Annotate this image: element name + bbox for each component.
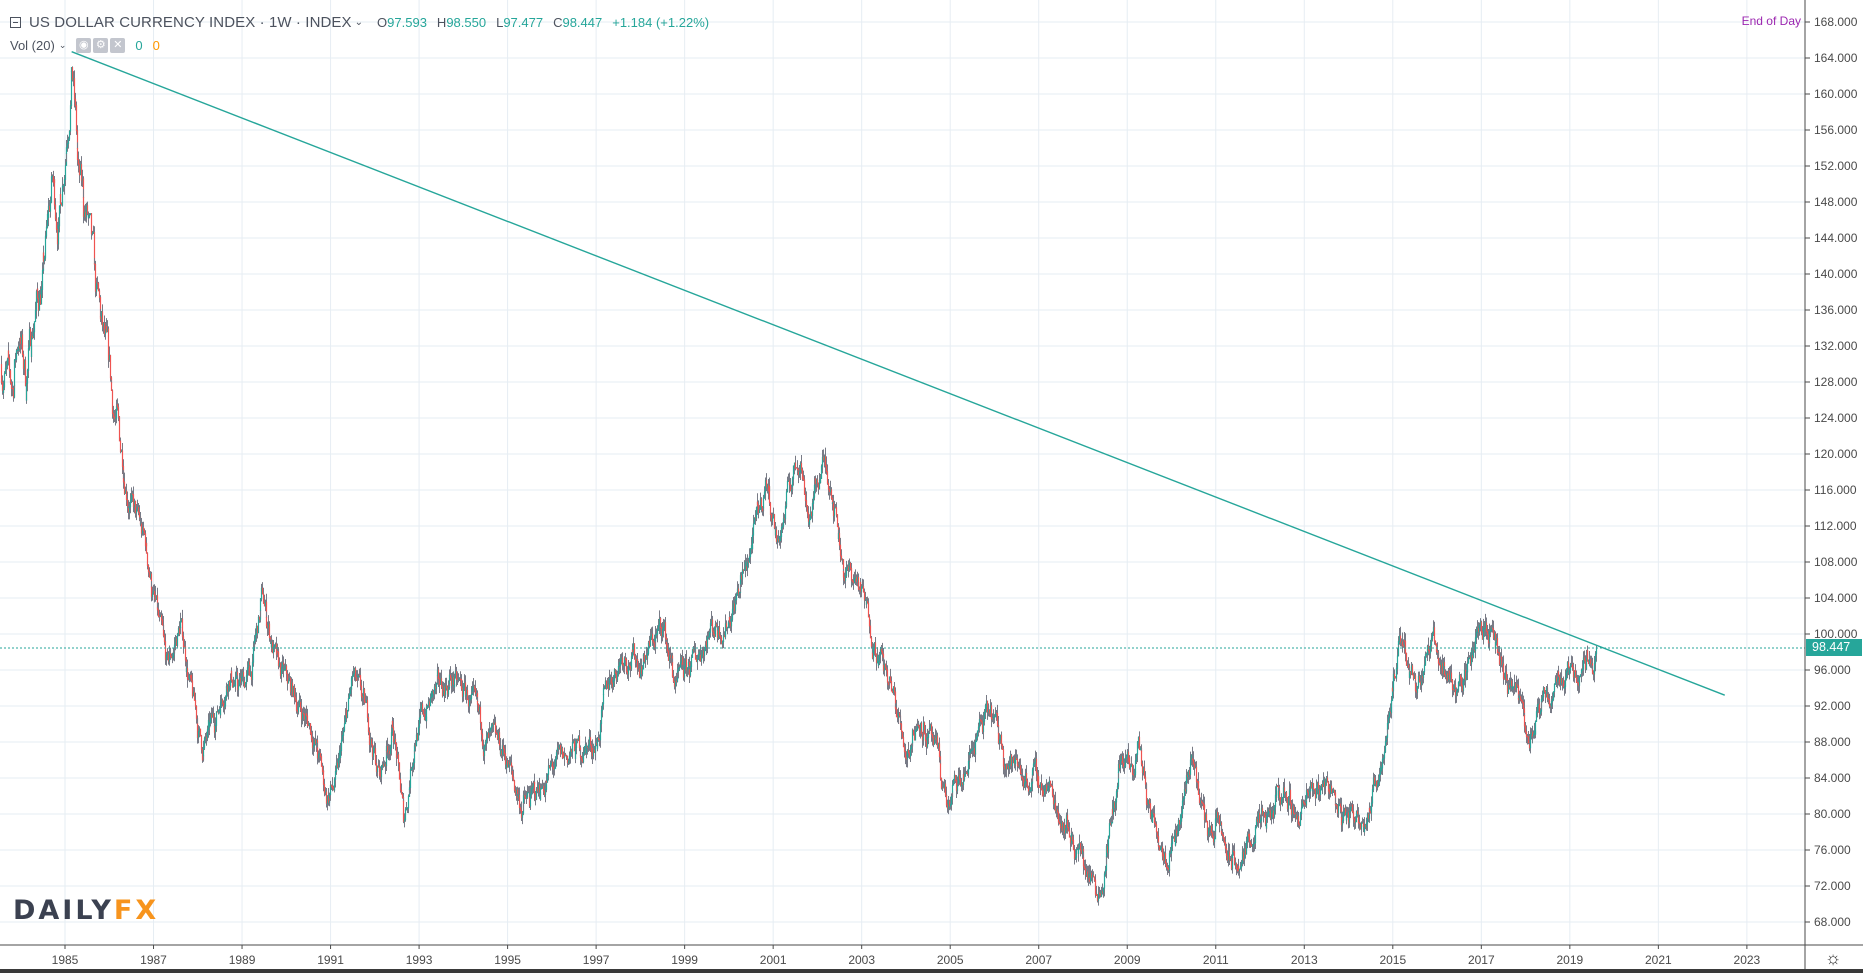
- price-tick-label: 132.000: [1814, 339, 1858, 353]
- symbol-title[interactable]: US DOLLAR CURRENCY INDEX · 1W · INDEX: [29, 13, 352, 31]
- price-tick-label: 68.000: [1814, 915, 1851, 929]
- time-tick-label: 2019: [1556, 953, 1583, 967]
- time-tick-label: 1997: [583, 953, 610, 967]
- price-tick-label: 120.000: [1814, 447, 1858, 461]
- price-tick-label: 112.000: [1814, 519, 1857, 533]
- gear-icon[interactable]: ⚙: [93, 38, 109, 53]
- trendline-drawing[interactable]: [71, 51, 1726, 696]
- time-tick-label: 2011: [1203, 953, 1229, 967]
- price-tick-label: 128.000: [1814, 375, 1858, 389]
- price-tick-label: 156.000: [1814, 123, 1858, 137]
- candlestick-series: [0, 66, 1598, 906]
- time-tick-label: 2009: [1114, 953, 1141, 967]
- price-tick-label: 108.000: [1814, 555, 1858, 569]
- time-tick-label: 1987: [140, 953, 167, 967]
- price-tick-label: 92.000: [1814, 699, 1851, 713]
- time-tick-label: 2001: [760, 953, 787, 967]
- price-tick-label: 144.000: [1814, 231, 1858, 245]
- volume-legend: Vol (20) ⌄ ◉ ⚙ ✕ 0 0: [10, 38, 160, 53]
- collapse-legend-icon[interactable]: [10, 16, 21, 28]
- eye-icon[interactable]: ◉: [76, 38, 92, 53]
- time-tick-label: 1985: [52, 953, 79, 967]
- time-tick-label: 1999: [671, 953, 698, 967]
- price-change: +1.184 (+1.22%): [612, 14, 710, 30]
- chart-settings-gear-icon[interactable]: ☼: [1824, 948, 1842, 968]
- time-tick-label: 1993: [406, 953, 433, 967]
- chevron-down-icon[interactable]: ⌄: [58, 40, 67, 50]
- price-tick-label: 136.000: [1814, 303, 1858, 317]
- price-tick-label: 168.000: [1814, 15, 1858, 29]
- chart-grid: [0, 0, 1805, 945]
- time-tick-label: 2005: [937, 953, 964, 967]
- price-tick-label: 160.000: [1814, 87, 1858, 101]
- last-price-tag: 98.447: [1806, 639, 1862, 656]
- ohlc-low: L97.477: [496, 14, 544, 30]
- price-tick-label: 96.000: [1814, 663, 1851, 677]
- price-tick-label: 148.000: [1814, 195, 1858, 209]
- price-tick-label: 80.000: [1814, 807, 1851, 821]
- time-tick-label: 1995: [494, 953, 521, 967]
- volume-value-down: 0: [152, 38, 160, 53]
- price-tick-label: 100.000: [1814, 627, 1858, 641]
- volume-value-up: 0: [135, 38, 143, 53]
- session-label: End of Day: [1741, 14, 1801, 28]
- price-tick-label: 116.000: [1814, 483, 1857, 497]
- chevron-down-icon[interactable]: ⌄: [354, 16, 364, 28]
- time-tick-label: 2013: [1291, 953, 1318, 967]
- price-tick-label: 88.000: [1814, 735, 1851, 749]
- volume-label[interactable]: Vol (20): [10, 38, 55, 53]
- time-tick-label: 1991: [317, 953, 344, 967]
- price-tick-label: 152.000: [1814, 159, 1858, 173]
- price-tick-label: 76.000: [1814, 843, 1851, 857]
- time-tick-label: 2023: [1734, 953, 1761, 967]
- price-tick-label: 164.000: [1814, 51, 1858, 65]
- ohlc-high: H98.550: [436, 14, 487, 30]
- time-tick-label: 2015: [1379, 953, 1406, 967]
- price-tick-label: 140.000: [1814, 267, 1858, 281]
- price-axis[interactable]: 68.000 72.000 76.000 80.000 84.000 88.000 92.0…: [1804, 0, 1858, 973]
- price-tick-label: 72.000: [1814, 879, 1851, 893]
- ohlc-open: O97.593: [377, 14, 427, 30]
- ohlc-close: C98.447: [553, 14, 603, 30]
- time-tick-label: 1989: [229, 953, 256, 967]
- dailyfx-logo: DAILYFX: [13, 895, 160, 926]
- time-tick-label: 2017: [1468, 953, 1495, 967]
- time-tick-label: 2007: [1025, 953, 1052, 967]
- time-tick-label: 2003: [848, 953, 875, 967]
- time-tick-label: 2021: [1645, 953, 1672, 967]
- symbol-legend: US DOLLAR CURRENCY INDEX · 1W · INDEX ⌄ …: [10, 12, 719, 32]
- close-icon[interactable]: ✕: [110, 38, 126, 53]
- price-tick-label: 104.000: [1814, 591, 1858, 605]
- time-axis[interactable]: 1985 1987 1989 1991 1993 1995 1997 1999 2001 2003…: [0, 944, 1863, 973]
- price-tick-label: 124.000: [1814, 411, 1858, 425]
- price-tick-label: 84.000: [1814, 771, 1851, 785]
